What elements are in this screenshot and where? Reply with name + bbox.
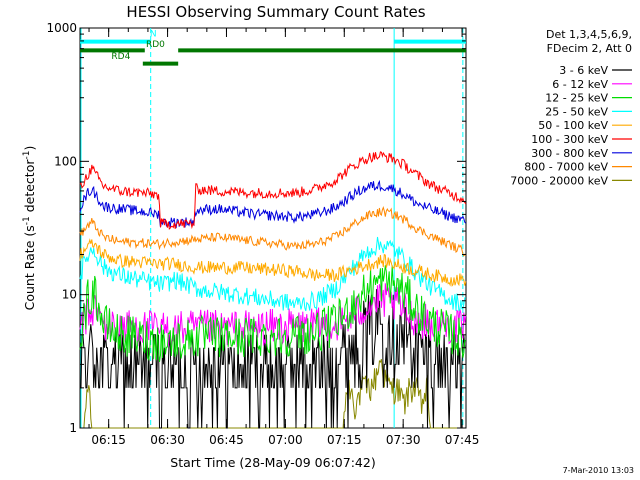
y-axis: 1 10 100 1000: [46, 21, 466, 435]
series-line: [79, 265, 466, 362]
series-line: [80, 289, 466, 429]
legend-label: 3 - 6 keV: [559, 64, 608, 77]
x-tick-label: 07:15: [327, 433, 362, 447]
series-layer: [79, 151, 467, 429]
series-line: [79, 283, 467, 348]
state-bar-label: RD4: [111, 52, 130, 62]
legend-label: 800 - 7000 keV: [524, 161, 608, 174]
series-line: [79, 238, 467, 287]
footer-date: 7-Mar-2010 13:03: [563, 466, 634, 475]
series-line: [79, 151, 467, 230]
legend-label: 6 - 12 keV: [552, 78, 608, 91]
y-tick-label: 10: [62, 288, 77, 302]
legend: Det 1,3,4,5,6,9, FDecim 2, Att 0 3 - 6 k…: [510, 28, 632, 187]
x-axis-label: Start Time (28-May-09 06:07:42): [170, 455, 375, 470]
series-line: [79, 236, 466, 312]
x-tick-label: 06:45: [209, 433, 244, 447]
legend-label: 50 - 100 keV: [538, 119, 608, 132]
series-line: [79, 205, 467, 257]
legend-header-line-1: Det 1,3,4,5,6,9,: [546, 28, 632, 41]
chart-title: HESSI Observing Summary Count Rates: [126, 3, 425, 21]
x-tick-label: 07:30: [386, 433, 421, 447]
legend-label: 300 - 800 keV: [531, 147, 608, 160]
y-tick-label: 1: [69, 421, 77, 435]
x-tick-label: 06:30: [150, 433, 185, 447]
y-tick-label: 100: [54, 154, 77, 168]
state-bar-label: RD0: [146, 40, 165, 50]
legend-label: 100 - 300 keV: [531, 133, 608, 146]
x-tick-label: 07:00: [268, 433, 303, 447]
legend-header-line-2: FDecim 2, Att 0: [547, 42, 632, 55]
y-tick-label: 1000: [46, 21, 77, 35]
x-axis: 06:15 06:30 06:45 07:00 07:15 07:30 07:45: [88, 28, 480, 447]
state-bar-label: N: [150, 30, 157, 40]
series-line: [80, 359, 466, 429]
series-line: [79, 179, 467, 229]
legend-label: 12 - 25 keV: [545, 92, 608, 105]
legend-label: 25 - 50 keV: [545, 105, 608, 118]
x-tick-label: 06:15: [91, 433, 126, 447]
y-axis-label: Count Rate (s-1 detector-1): [22, 146, 37, 311]
legend-label: 7000 - 20000 keV: [510, 174, 608, 187]
x-tick-label: 07:45: [445, 433, 480, 447]
